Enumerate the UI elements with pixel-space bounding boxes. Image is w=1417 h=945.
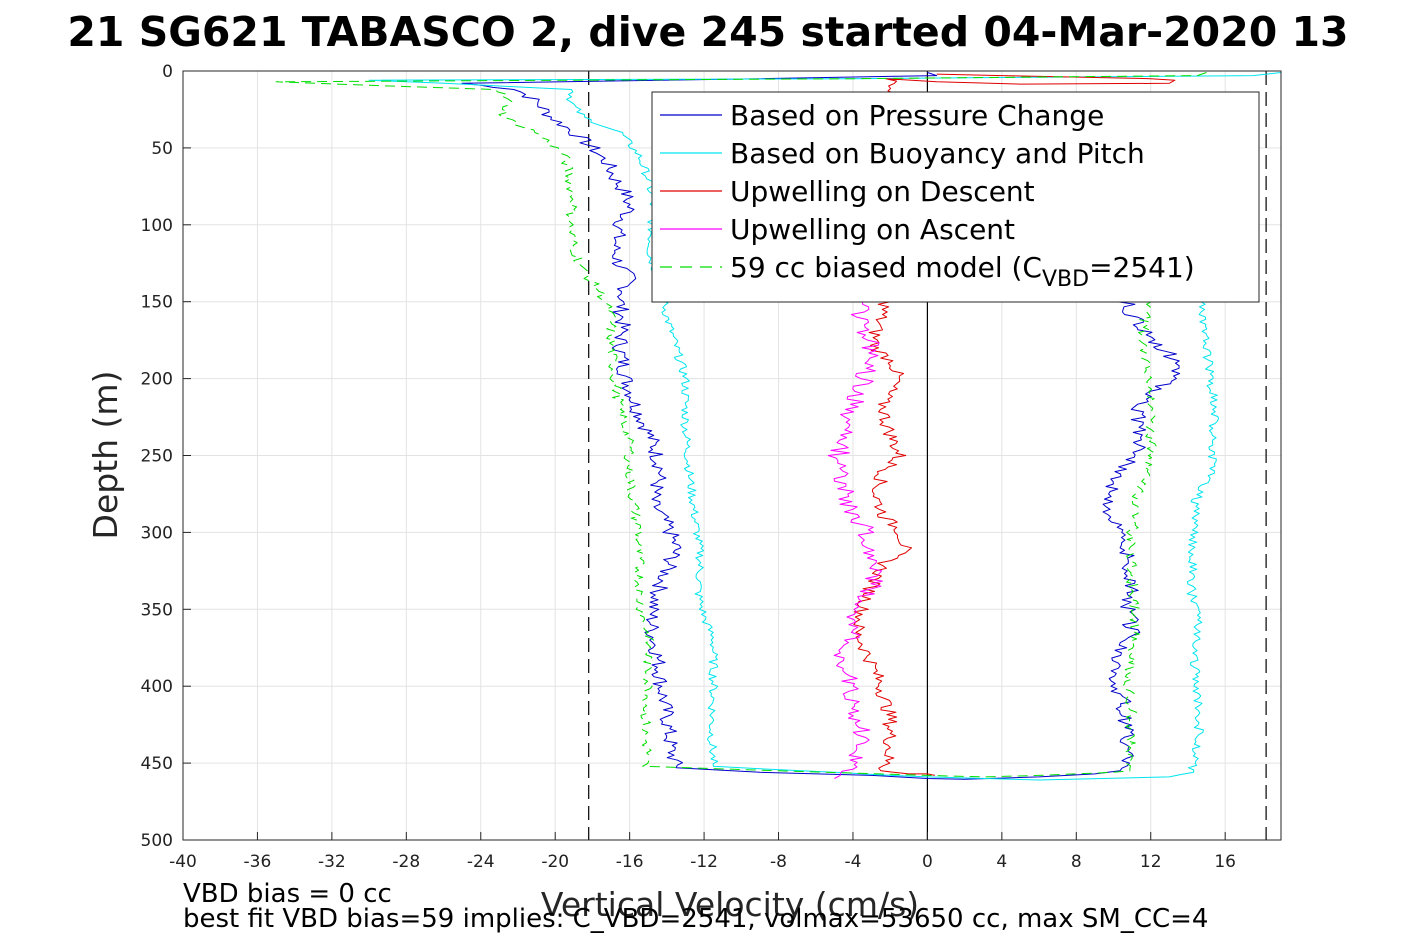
y-axis-ticks: 0 50 100 150 200 250 300 350 400 450 500 xyxy=(141,62,191,851)
chart-title: 21 SG621 TABASCO 2, dive 245 started 04-… xyxy=(67,8,1348,56)
y-axis-label: Depth (m) xyxy=(86,371,125,540)
series-line-based-on-pressure-change xyxy=(461,72,1181,780)
legend-label: Upwelling on Descent xyxy=(730,175,1035,208)
x-tick-label: -20 xyxy=(541,852,569,872)
x-tick-label: -28 xyxy=(392,852,420,872)
series-line-59-cc-biased-model-c-vbd-2541 xyxy=(275,72,1207,778)
x-tick-label: 8 xyxy=(1071,852,1082,872)
y-tick-label: 400 xyxy=(141,677,173,697)
y-tick-label: 300 xyxy=(141,523,173,543)
y-tick-label: 0 xyxy=(162,62,173,82)
y-tick-label: 100 xyxy=(141,216,173,236)
vbd-bias-note: VBD bias = 0 cc xyxy=(183,879,392,909)
legend-label: 59 cc biased model (CVBD=2541) xyxy=(730,251,1195,292)
x-tick-label: 4 xyxy=(996,852,1007,872)
x-tick-label: -8 xyxy=(770,852,787,872)
legend-label: Based on Buoyancy and Pitch xyxy=(730,137,1145,170)
x-tick-label: -36 xyxy=(244,852,272,872)
y-tick-label: 450 xyxy=(141,754,173,774)
legend-label: Upwelling on Ascent xyxy=(730,213,1015,246)
y-tick-label: 350 xyxy=(141,600,173,620)
x-tick-label: -4 xyxy=(844,852,861,872)
x-axis-ticks: -40 -36 -32 -28 -24 -20 -16 -12 -8 -4 0 4 8 12 16 xyxy=(169,832,1236,872)
series-line-upwelling-on-ascent xyxy=(827,285,883,779)
legend-box xyxy=(651,91,1260,303)
y-tick-label: 250 xyxy=(141,447,173,467)
y-tick-label: 150 xyxy=(141,293,173,313)
x-axis-label: Vertical Velocity (cm/s) xyxy=(541,885,919,924)
x-tick-label: -12 xyxy=(690,852,718,872)
x-tick-label: 0 xyxy=(922,852,933,872)
legend-label: Based on Pressure Change xyxy=(730,99,1104,132)
legend: Based on Pressure Change Based on Buoyanc… xyxy=(651,91,1260,303)
x-tick-label: 12 xyxy=(1140,852,1162,872)
y-tick-label: 500 xyxy=(141,831,173,851)
x-tick-label: -32 xyxy=(318,852,346,872)
x-tick-label: 16 xyxy=(1214,852,1236,872)
x-tick-label: -24 xyxy=(467,852,495,872)
y-tick-label: 50 xyxy=(151,139,173,159)
x-tick-label: -40 xyxy=(169,852,197,872)
best-fit-note: best fit VBD bias=59 implies: C_VBD=2541… xyxy=(183,904,1208,934)
y-tick-label: 200 xyxy=(141,370,173,390)
x-tick-label: -16 xyxy=(616,852,644,872)
